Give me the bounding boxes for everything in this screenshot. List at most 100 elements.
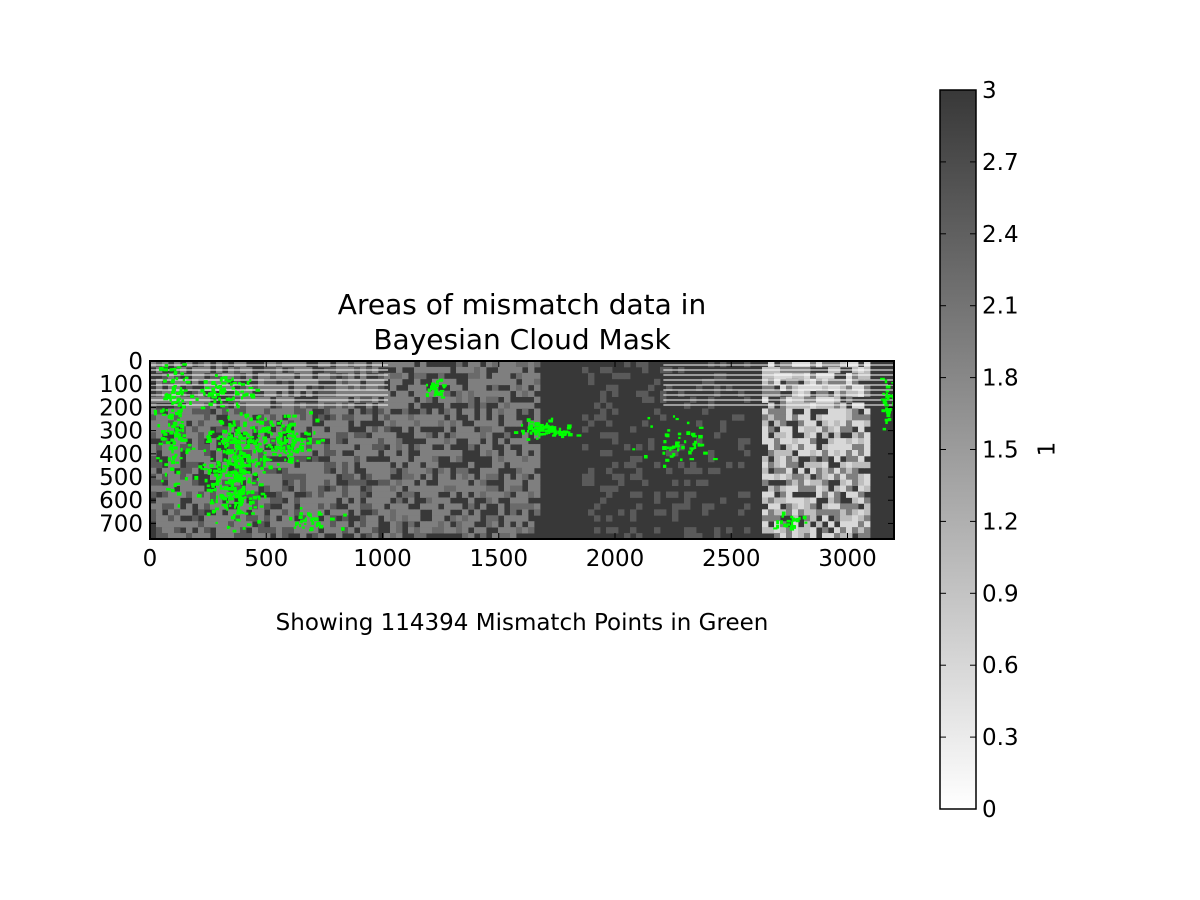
heatmap-cell [348, 372, 355, 380]
mismatch-point [667, 429, 671, 432]
heatmap-cell [312, 491, 319, 498]
heatmap-cell [810, 461, 817, 469]
heatmap-cell [192, 533, 199, 539]
heatmap-cell [528, 467, 535, 475]
mismatch-point [540, 423, 544, 427]
mismatch-point [672, 415, 676, 418]
heatmap-cell [426, 521, 433, 528]
heatmap-cell [438, 420, 445, 427]
mismatch-point [228, 488, 234, 491]
heatmap-cell [468, 366, 475, 374]
heatmap-cell [414, 527, 421, 534]
heatmap-cell [480, 473, 487, 481]
heatmap-cell [708, 503, 715, 510]
heatmap-cell [468, 473, 475, 481]
mismatch-point [173, 371, 178, 375]
heatmap-cell [498, 503, 505, 510]
heatmap-cell [390, 432, 397, 439]
heatmap-cell [696, 384, 703, 392]
mismatch-point [683, 440, 687, 444]
mismatch-point [343, 513, 347, 517]
heatmap-cell [354, 491, 361, 498]
mismatch-point [567, 424, 572, 428]
heatmap-cell [774, 467, 781, 475]
mismatch-point [688, 450, 692, 455]
heatmap-cell [816, 378, 823, 386]
heatmap-cell [402, 402, 409, 409]
heatmap-cell [234, 533, 241, 539]
heatmap-cell [828, 533, 835, 539]
heatmap-cell [468, 361, 475, 368]
heatmap-cell [162, 390, 169, 397]
heatmap-cell [462, 366, 469, 374]
heatmap-cell [486, 444, 493, 451]
mismatch-point [542, 432, 546, 436]
mismatch-point [241, 436, 247, 441]
heatmap-cell [468, 485, 475, 492]
heatmap-cell [762, 384, 769, 392]
heatmap-cell [714, 527, 721, 534]
heatmap-cell [324, 372, 331, 380]
heatmap-cell [348, 485, 355, 492]
heatmap-cell [852, 384, 859, 392]
heatmap-cell [162, 467, 169, 475]
mismatch-point [237, 426, 242, 430]
heatmap-cell [522, 515, 529, 522]
heatmap-cell [510, 402, 517, 409]
mismatch-point [886, 409, 890, 413]
mismatch-point [538, 435, 541, 438]
heatmap-cell [372, 527, 379, 534]
mismatch-point [783, 523, 787, 528]
heatmap-cell [210, 438, 217, 445]
heatmap-cell [216, 408, 223, 415]
heatmap-cell [384, 479, 391, 486]
mismatch-point [242, 485, 246, 489]
mismatch-point [237, 442, 241, 445]
heatmap-cell [282, 473, 289, 481]
heatmap-cell [216, 372, 223, 380]
heatmap-cell [324, 450, 331, 457]
mismatch-point [167, 457, 171, 462]
mismatch-point [313, 431, 316, 435]
heatmap-cell [234, 485, 241, 492]
heatmap-cell [762, 497, 769, 504]
mismatch-point [776, 520, 779, 525]
mismatch-point [314, 517, 319, 522]
heatmap-cell [648, 444, 655, 451]
heatmap-cell [204, 361, 211, 368]
heatmap-cell [342, 378, 349, 386]
heatmap-cell [492, 361, 499, 368]
mismatch-point [298, 515, 303, 520]
heatmap-cell [330, 426, 337, 433]
heatmap-cell [456, 366, 463, 374]
heatmap-cell [456, 485, 463, 492]
heatmap-cell [522, 390, 529, 397]
heatmap-cell [522, 467, 529, 475]
heatmap-cell [168, 485, 175, 492]
heatmap-cell [174, 361, 181, 368]
heatmap-cell [252, 384, 259, 392]
heatmap-cell [294, 361, 301, 368]
heatmap-cell [366, 390, 373, 397]
heatmap-cell [612, 527, 619, 534]
heatmap-cell [816, 473, 823, 481]
heatmap-cell [270, 432, 277, 439]
x-tick-label: 3000 [818, 546, 877, 572]
heatmap-cell [174, 455, 181, 463]
heatmap-cell [480, 408, 487, 415]
mismatch-point [171, 460, 176, 465]
heatmap-cell [276, 527, 283, 534]
heatmap-cell [774, 527, 781, 534]
mismatch-point [216, 437, 221, 440]
heatmap-cell [450, 396, 457, 403]
mismatch-point [260, 466, 264, 470]
heatmap-cell [198, 408, 205, 415]
mismatch-point [435, 380, 439, 384]
heatmap-cell [444, 420, 451, 427]
mismatch-point [206, 488, 211, 492]
mismatch-point [220, 496, 225, 500]
heatmap-cell [858, 521, 865, 528]
mismatch-point [779, 520, 783, 525]
heatmap-cell [366, 521, 373, 528]
heatmap-cell [288, 473, 295, 481]
